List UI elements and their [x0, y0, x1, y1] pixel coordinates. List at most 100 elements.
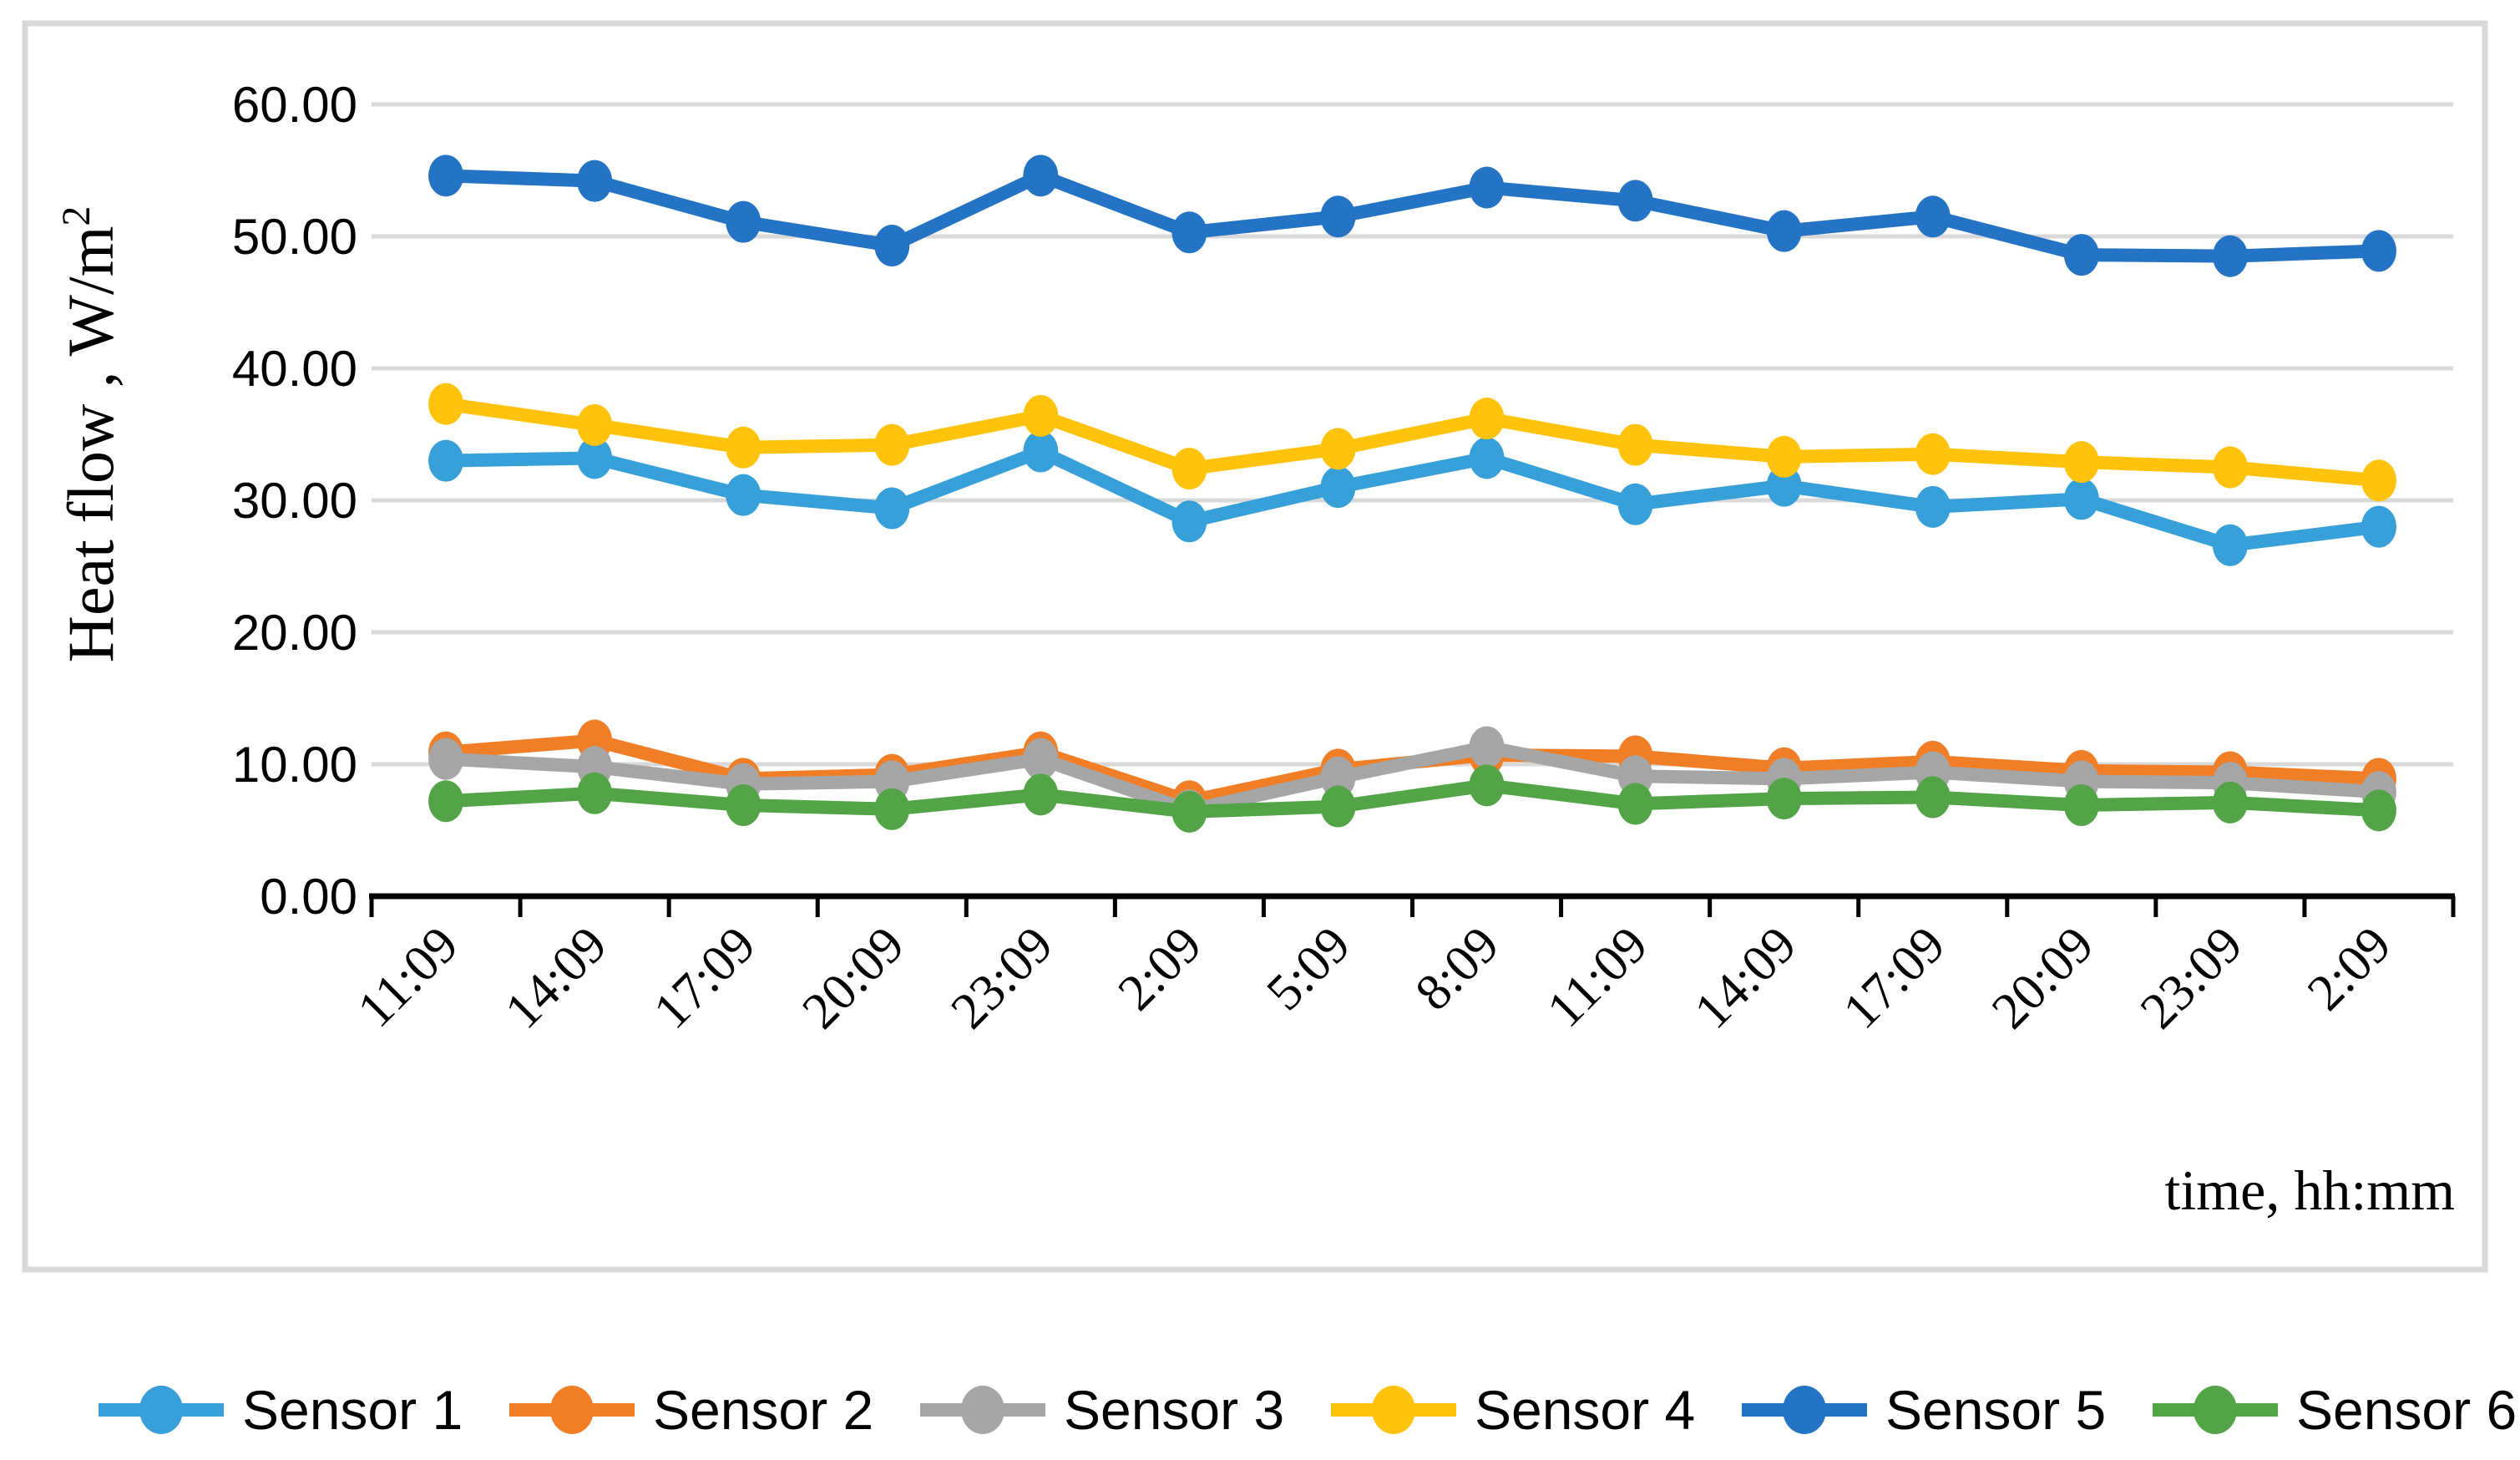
data-point	[2212, 781, 2248, 824]
legend-marker-dot	[1783, 1386, 1826, 1434]
legend-item-sensor-1: Sensor 1	[99, 1379, 463, 1441]
chart-border	[22, 20, 2488, 1273]
data-point	[1023, 430, 1059, 473]
x-tick-label: 14:09	[1684, 916, 1808, 1040]
data-point	[1617, 783, 1653, 825]
data-point	[1320, 756, 1356, 798]
data-point	[1469, 398, 1505, 440]
data-point	[2361, 505, 2396, 548]
data-point	[2063, 478, 2099, 520]
legend-label: Sensor 5	[1885, 1379, 2106, 1441]
data-point	[2063, 234, 2099, 276]
data-point	[1766, 435, 1802, 478]
data-point	[1766, 464, 1802, 507]
data-point	[1023, 773, 1059, 816]
x-tick-label: 20:09	[1981, 916, 2105, 1040]
data-point	[1171, 500, 1207, 543]
data-point	[726, 200, 762, 243]
y-axis-title-text: Heat flow , W/m	[54, 226, 127, 663]
data-point	[2361, 789, 2396, 832]
data-point	[428, 780, 464, 823]
data-point	[1469, 726, 1505, 768]
x-tick-label: 17:09	[1833, 916, 1956, 1040]
legend-item-sensor-4: Sensor 4	[1331, 1379, 1695, 1441]
data-point	[1320, 785, 1356, 828]
x-tick-label: 2:09	[1107, 916, 1212, 1021]
data-point	[2063, 783, 2099, 826]
series-line	[439, 397, 2386, 488]
data-point	[1469, 166, 1505, 209]
data-point	[1617, 180, 1653, 222]
series-line	[439, 169, 2386, 263]
x-tick-label: 17:09	[643, 916, 767, 1040]
x-tick-label: 20:09	[792, 916, 915, 1040]
data-point	[1469, 764, 1505, 807]
data-point	[577, 772, 613, 814]
data-point	[1915, 433, 1951, 475]
data-point	[577, 160, 613, 202]
series-line	[439, 778, 2386, 819]
data-point	[1023, 155, 1059, 197]
data-point	[2212, 446, 2248, 489]
legend-label: Sensor 3	[1064, 1379, 1284, 1441]
legend-marker-dot	[550, 1386, 594, 1434]
data-point	[1617, 423, 1653, 466]
data-point	[1023, 738, 1059, 780]
legend-item-sensor-2: Sensor 2	[509, 1379, 873, 1441]
y-tick-label: 40.00	[232, 341, 357, 397]
legend-item-sensor-5: Sensor 5	[1742, 1379, 2106, 1441]
data-point	[874, 225, 910, 267]
data-point	[2212, 524, 2248, 566]
data-point	[1320, 466, 1356, 509]
x-tick-label: 2:09	[2297, 916, 2402, 1021]
legend-label: Sensor 4	[1475, 1379, 1695, 1441]
series-sensor-3	[428, 726, 2396, 832]
y-axis-title: Heat flow , W/m2	[54, 206, 127, 663]
data-point	[2212, 235, 2248, 277]
data-point	[874, 487, 910, 530]
series-line	[439, 444, 2386, 552]
x-tick-label: 23:09	[940, 916, 1064, 1040]
legend: Sensor 1 Sensor 2 Sensor 3 Sensor 4 Sensor 5…	[99, 1379, 2517, 1441]
legend-marker-dot	[961, 1386, 1004, 1434]
x-tick-label: 14:09	[494, 916, 618, 1040]
data-point	[1171, 448, 1207, 490]
legend-item-sensor-6: Sensor 6	[2153, 1379, 2517, 1441]
data-point	[1171, 211, 1207, 254]
x-tick-label: 8:09	[1404, 916, 1510, 1021]
series-line	[439, 740, 2386, 818]
x-tick-label: 11:09	[1536, 916, 1658, 1038]
series-sensor-4	[428, 383, 2396, 502]
data-point	[577, 403, 613, 446]
legend-marker-dot	[1372, 1386, 1415, 1434]
legend-label: Sensor 1	[242, 1379, 463, 1441]
data-point	[577, 437, 613, 479]
data-point	[726, 426, 762, 469]
data-point	[1915, 485, 1951, 528]
data-point	[428, 383, 464, 425]
legend-marker-dot	[2194, 1386, 2237, 1434]
data-point	[428, 155, 464, 197]
x-axis: 11:09 14:09 17:09 20:09 23:09 2:09 5:09 8:09 11:…	[347, 893, 2456, 1040]
y-tick-label: 0.00	[260, 869, 357, 925]
series-sensor-5	[428, 155, 2396, 277]
legend-item-sensor-3: Sensor 3	[920, 1379, 1284, 1441]
data-point	[1023, 394, 1059, 437]
y-axis-title-superscript: 2	[54, 206, 99, 226]
legend-label: Sensor 6	[2296, 1379, 2517, 1441]
data-point	[2361, 459, 2396, 502]
legend-label: Sensor 2	[653, 1379, 873, 1441]
data-point	[1915, 195, 1951, 238]
y-tick-label: 60.00	[232, 77, 357, 133]
gridlines	[372, 102, 2453, 767]
series-layer	[428, 155, 2396, 833]
x-axis-title: time, hh:mm	[2164, 1158, 2455, 1222]
x-tick-label: 23:09	[2130, 916, 2254, 1040]
data-point	[428, 738, 464, 780]
y-tick-label: 20.00	[232, 605, 357, 661]
y-tick-label: 50.00	[232, 209, 357, 265]
data-point	[1766, 210, 1802, 252]
data-point	[1915, 776, 1951, 819]
x-tick-label: 11:09	[347, 916, 469, 1038]
legend-marker-dot	[139, 1386, 183, 1434]
